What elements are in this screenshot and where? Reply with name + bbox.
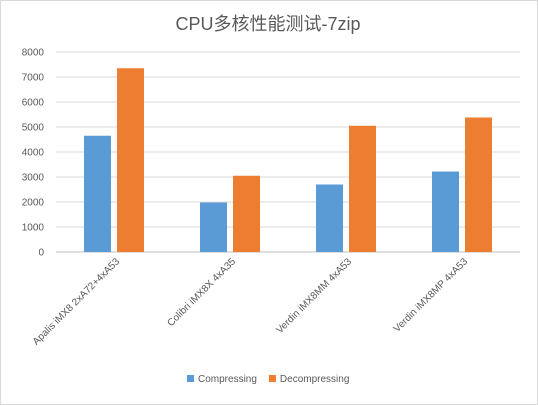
bars bbox=[84, 68, 492, 252]
y-tick-label: 3000 bbox=[22, 173, 45, 184]
y-tick-label: 6000 bbox=[22, 98, 45, 109]
chart-title: CPU多核性能测试-7zip bbox=[175, 14, 360, 34]
bar-decompressing bbox=[349, 125, 376, 252]
y-tick-label: 7000 bbox=[22, 73, 45, 84]
x-axis-labels: Apalis iMX8 2xA72+4xA53 Colibri iMX8X 4xA… bbox=[31, 256, 471, 348]
x-category-label: Verdin iMX8MP 4xA53 bbox=[392, 256, 471, 335]
bar-decompressing bbox=[465, 117, 492, 252]
y-axis-ticks: 0 1000 2000 3000 4000 5000 6000 7000 8000 bbox=[22, 48, 45, 259]
x-category-label: Verdin iMX8MM 4xA53 bbox=[274, 256, 354, 336]
y-tick-label: 2000 bbox=[22, 198, 45, 209]
bar-decompressing bbox=[117, 68, 144, 252]
y-tick-label: 5000 bbox=[22, 123, 45, 134]
legend-swatch bbox=[187, 375, 194, 382]
bar-compressing bbox=[200, 202, 227, 252]
legend-label: Compressing bbox=[198, 374, 257, 385]
bar-decompressing bbox=[233, 175, 260, 252]
y-tick-label: 8000 bbox=[22, 48, 45, 59]
y-tick-label: 4000 bbox=[22, 148, 45, 159]
bar-compressing bbox=[84, 135, 111, 252]
bar-compressing bbox=[432, 171, 459, 252]
bar-compressing bbox=[316, 184, 343, 252]
legend-swatch bbox=[268, 375, 276, 382]
x-category-label: Colibri iMX8X 4xA35 bbox=[165, 256, 238, 329]
legend: Compressing Decompressing bbox=[187, 374, 349, 385]
x-category-label: Apalis iMX8 2xA72+4xA53 bbox=[31, 256, 123, 348]
y-tick-label: 0 bbox=[38, 248, 44, 259]
y-tick-label: 1000 bbox=[22, 223, 45, 234]
legend-label: Decompressing bbox=[280, 374, 349, 385]
